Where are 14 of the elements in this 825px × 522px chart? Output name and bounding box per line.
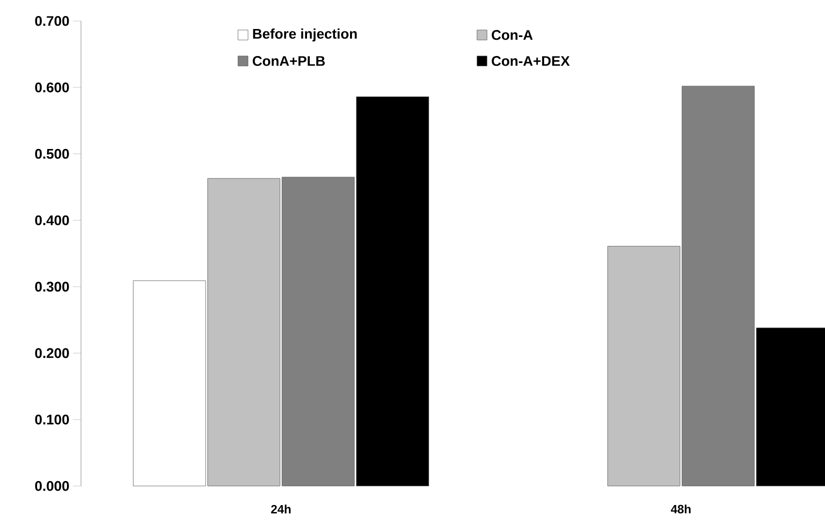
y-tick-label: 0.600 bbox=[35, 82, 69, 92]
y-tick-label: 0.100 bbox=[35, 414, 69, 424]
y-tick-label: 0.200 bbox=[35, 348, 69, 358]
y-tick-label: 0.400 bbox=[35, 215, 69, 226]
legend-label: Before injection bbox=[253, 28, 357, 42]
y-tick-label: 0.700 bbox=[35, 16, 69, 26]
x-tick-label: 48h bbox=[670, 504, 691, 514]
legend-label: Con-A bbox=[492, 30, 533, 40]
y-tick-label: 0.300 bbox=[35, 282, 69, 292]
legend-label: Con-A+DEX bbox=[492, 56, 570, 66]
legend-label: ConA+PLB bbox=[252, 56, 325, 66]
y-tick-label: 0.000 bbox=[35, 481, 69, 491]
y-tick-label: 0.500 bbox=[35, 148, 69, 159]
x-tick-label: 24h bbox=[271, 504, 291, 514]
